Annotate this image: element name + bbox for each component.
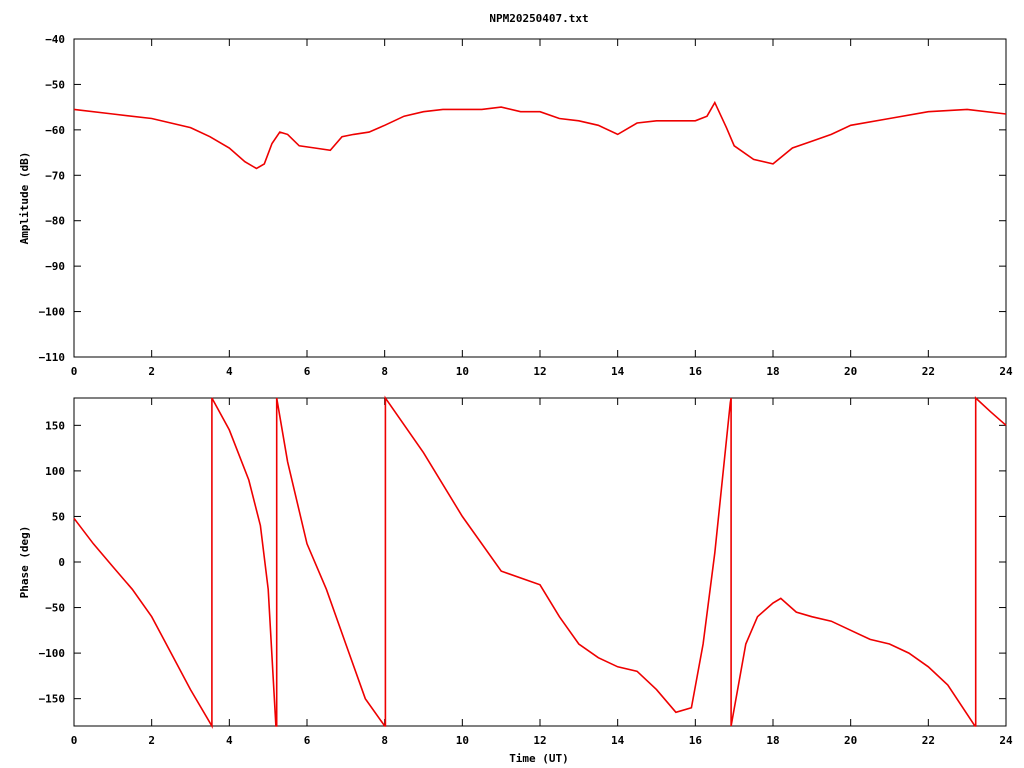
amplitude-x-tick-label: 20: [844, 365, 857, 378]
phase-x-tick-label: 22: [922, 734, 935, 747]
amplitude-x-tick-label: 4: [226, 365, 233, 378]
phase-x-tick-label: 14: [611, 734, 625, 747]
amplitude-y-tick-label: −80: [45, 215, 65, 228]
phase-plot-frame: [73, 397, 1007, 727]
amplitude-y-tick-label: −70: [45, 169, 65, 182]
amplitude-x-tick-label: 8: [381, 365, 388, 378]
phase-x-tick-label: 18: [766, 734, 779, 747]
phase-x-tick-label: 20: [844, 734, 857, 747]
amplitude-y-tick-label: −110: [39, 351, 66, 364]
amplitude-series-line: [73, 100, 1007, 170]
amplitude-y-tick-label: −50: [45, 78, 65, 91]
phase-ticks: [73, 398, 1007, 726]
amplitude-y-axis-label: Amplitude (dB): [18, 152, 31, 245]
amplitude-x-tick-label: 10: [456, 365, 469, 378]
amplitude-plot-frame: [73, 38, 1007, 358]
phase-panel: 0 2 4 6 8 10 12 14 16 18 20 22 24 −150−100−500501001…: [18, 395, 1013, 765]
phase-x-tick-label: 12: [533, 734, 546, 747]
phase-x-tick-label: 6: [304, 734, 311, 747]
phase-x-axis-label: Time (UT): [509, 752, 569, 765]
chart-title: NPM20250407.txt: [489, 12, 588, 25]
phase-y-tick-label: −100: [39, 647, 66, 660]
phase-x-tick-label: 10: [456, 734, 469, 747]
amplitude-y-tick-label: −100: [39, 306, 66, 319]
amplitude-ticks: [73, 38, 1007, 358]
phase-y-tick-label: 100: [45, 465, 65, 478]
phase-x-tick-label: 0: [71, 734, 78, 747]
amplitude-y-tick-label: −90: [45, 260, 65, 273]
amplitude-x-tick-label: 16: [689, 365, 703, 378]
phase-y-tick-label: 0: [58, 556, 65, 569]
amplitude-x-tick-label: 12: [533, 365, 546, 378]
amplitude-x-tick-label: 0: [71, 365, 78, 378]
phase-y-tick-label: −50: [45, 602, 65, 615]
amplitude-x-tick-label: 2: [148, 365, 155, 378]
phase-x-tick-label: 8: [381, 734, 388, 747]
amplitude-x-tick-label: 6: [304, 365, 311, 378]
phase-y-axis-label: Phase (deg): [18, 526, 31, 599]
phase-x-tick-labels: 0 2 4 6 8 10 12 14 16 18 20 22 24: [71, 734, 1013, 747]
phase-y-tick-label: 50: [52, 510, 65, 523]
phase-x-tick-label: 4: [226, 734, 233, 747]
phase-x-tick-label: 2: [148, 734, 155, 747]
amplitude-y-tick-labels: −110 −100 −90 −80 −70 −60 −50 −40: [39, 33, 66, 364]
amplitude-x-tick-label: 22: [922, 365, 935, 378]
phase-y-tick-label: 150: [45, 419, 65, 432]
amplitude-y-tick-label: −40: [45, 33, 65, 46]
amplitude-y-tick-label: −60: [45, 124, 65, 137]
amplitude-x-tick-label: 14: [611, 365, 625, 378]
phase-y-tick-labels: −150 −100 −50 0 50 100 150: [39, 419, 66, 705]
phase-x-tick-label: 16: [689, 734, 703, 747]
phase-series-line: [73, 395, 1007, 729]
amplitude-x-tick-label: 24: [999, 365, 1013, 378]
phase-y-tick-label: −150: [39, 693, 66, 706]
amplitude-x-tick-label: 18: [766, 365, 779, 378]
amplitude-panel: 0 2 4 6 8 10 12 14 16 18 20 22 24 −110−100−90−80−70−…: [18, 33, 1013, 378]
phase-x-tick-label: 24: [999, 734, 1013, 747]
amplitude-x-tick-labels: 0 2 4 6 8 10 12 14 16 18 20 22 24: [71, 365, 1013, 378]
